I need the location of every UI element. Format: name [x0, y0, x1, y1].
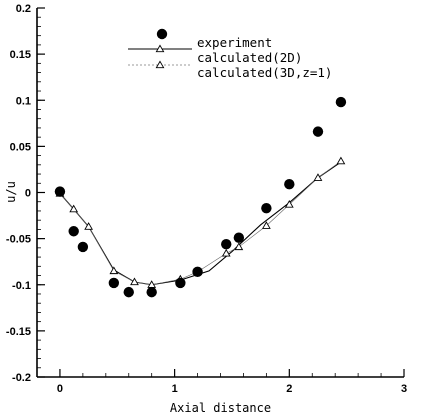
- point-experiment: [77, 241, 89, 253]
- point-3d: [109, 266, 119, 275]
- point-experiment: [192, 266, 203, 278]
- y-tick-label: 0.2: [16, 3, 31, 15]
- y-tick-label: 0: [25, 188, 31, 200]
- legend-marker-3d: [155, 60, 165, 69]
- point-experiment: [221, 238, 232, 250]
- point-3d: [284, 199, 294, 208]
- y-tick-label: -0.2: [12, 372, 31, 384]
- x-axis-title: Axial distance: [170, 401, 271, 415]
- point-3d: [313, 173, 323, 181]
- point-3d: [261, 221, 271, 229]
- point-3d: [221, 248, 231, 257]
- point-experiment: [261, 202, 272, 214]
- legend-label-2d: calculated(2D): [197, 50, 302, 65]
- point-3d: [69, 204, 79, 213]
- point-experiment: [233, 232, 245, 243]
- legend-label-3d: calculated(3D,z=1): [197, 65, 332, 80]
- legend-marker-2d: [155, 44, 165, 53]
- y-tick-label: 0.15: [10, 49, 31, 61]
- x-tick-label: 0: [57, 383, 63, 395]
- y-tick-label: -0.1: [12, 280, 31, 292]
- y-tick-label: -0.05: [6, 234, 31, 246]
- point-3d: [336, 156, 346, 165]
- y-tick-label: -0.15: [6, 326, 31, 338]
- point-experiment: [284, 178, 295, 190]
- point-experiment: [312, 126, 324, 137]
- point-experiment: [123, 286, 134, 298]
- point-experiment: [108, 277, 120, 289]
- x-tick-label: 2: [286, 383, 292, 395]
- x-tick-label: 3: [401, 383, 407, 395]
- y-axis-title: u/u: [4, 181, 18, 203]
- point-experiment: [146, 286, 157, 298]
- series-line-3d: [59, 160, 342, 286]
- y-tick-label: 0.05: [10, 141, 31, 153]
- point-experiment: [335, 96, 347, 108]
- point-experiment: [68, 226, 79, 237]
- legend-label-experiment: experiment: [197, 35, 272, 50]
- y-tick-label: 0.1: [16, 95, 31, 107]
- point-3d: [234, 242, 244, 251]
- series-line-2d: [59, 161, 342, 286]
- legend-marker-experiment: [156, 28, 168, 40]
- point-3d: [130, 277, 139, 286]
- point-experiment: [175, 277, 186, 289]
- point-experiment: [54, 186, 66, 197]
- point-3d: [84, 222, 93, 230]
- x-tick-label: 1: [172, 383, 178, 395]
